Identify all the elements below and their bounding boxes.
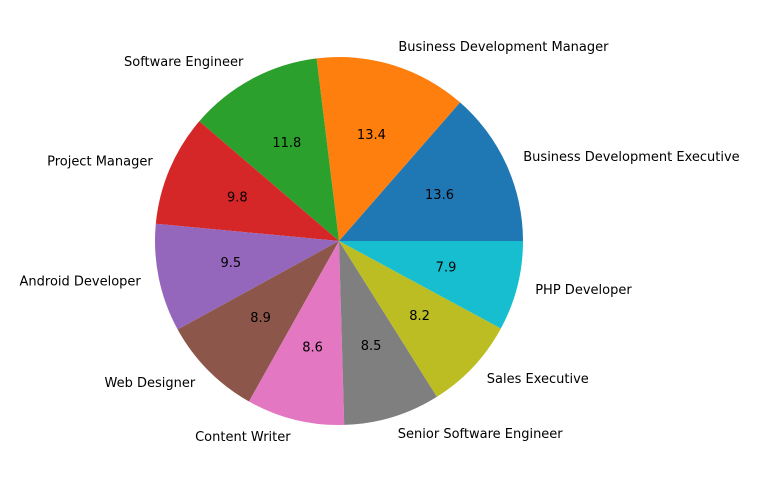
slice-category-label: Business Development Executive [523,150,739,165]
slice-value-label: 8.9 [250,311,271,326]
slice-value-label: 8.2 [409,309,430,324]
percent-labels-layer: 13.6 13.4 11.8 9.8 9.5 8.9 8.6 8.5 8.2 7.9 [221,128,457,356]
pie-slice-project-manager [155,121,339,241]
slice-category-label: Senior Software Engineer [398,427,564,442]
pie-slice-web-designer [177,241,339,402]
slice-category-label: Business Development Manager [398,40,609,55]
pie-slice-software-engineer [199,58,339,242]
slice-category-label: Sales Executive [487,372,589,387]
pie-slice-business-development-manager [316,56,461,241]
slice-category-label: Software Engineer [124,55,244,70]
slice-value-label: 9.5 [221,256,242,271]
pie-slice-business-development-executive [339,102,523,241]
pie-slice-content-writer [249,241,345,426]
slice-category-label: Content Writer [195,430,291,445]
pie-slice-android-developer [154,223,339,330]
slice-category-label: Web Designer [105,376,196,391]
slice-value-label: 8.6 [302,341,323,356]
slice-value-label: 8.5 [361,339,382,354]
slice-category-label: PHP Developer [535,283,632,298]
slice-value-label: 13.4 [357,128,386,143]
slice-value-label: 13.6 [425,188,454,203]
slice-category-label: Project Manager [47,154,153,169]
slice-value-label: 11.8 [272,136,301,151]
category-labels-layer: Business Development Executive Business D… [20,40,740,445]
pie-slice-sales-executive [339,241,501,397]
slices-layer [154,56,523,426]
pie-slice-senior-software-engineer [339,241,437,425]
slice-category-label: Android Developer [20,274,142,289]
slice-value-label: 7.9 [436,261,457,276]
pie-slice-php-developer [339,241,523,329]
slice-value-label: 9.8 [227,190,248,205]
